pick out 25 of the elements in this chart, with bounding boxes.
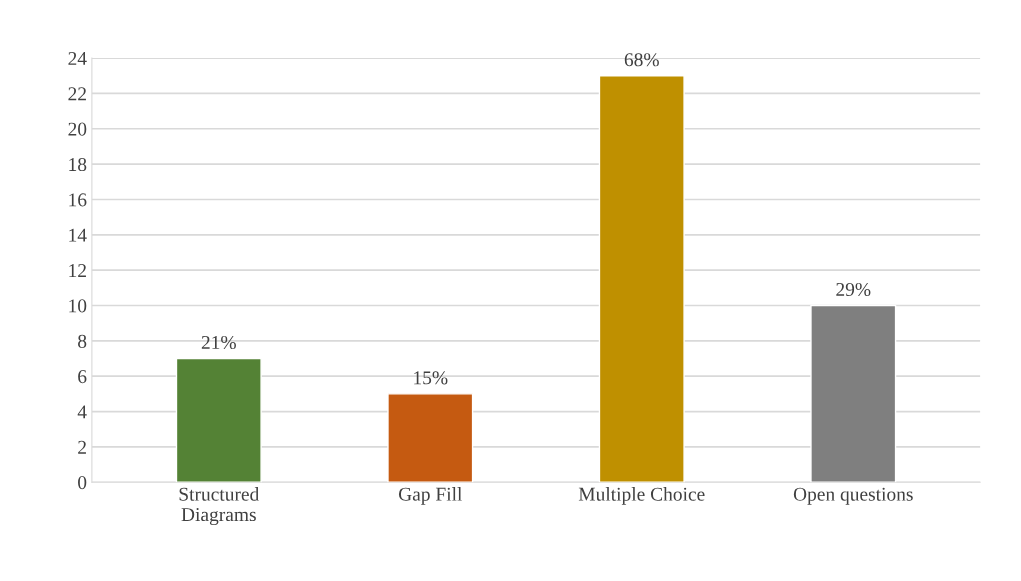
annotation: 21%: [201, 335, 236, 350]
bar: [387, 393, 474, 483]
x-tick-label: Open questions: [793, 487, 913, 505]
y-tick-label: 6: [78, 370, 87, 384]
y-tick-label: 18: [69, 157, 87, 172]
y-tick-label: 8: [78, 334, 87, 348]
y-tick-label: 24: [68, 51, 87, 65]
x-tick-label: Structured Diagrams: [179, 487, 260, 526]
y-tick-label: 20: [68, 122, 87, 136]
y-tick-label: 22: [68, 87, 86, 101]
bar: [175, 357, 262, 483]
y-tick-label: 10: [69, 299, 87, 313]
x-tick-label: Gap Fill: [398, 487, 463, 505]
annotation: 15%: [414, 371, 448, 385]
y-tick-label: 2: [78, 440, 86, 454]
y-tick-label: 0: [78, 476, 87, 490]
y-tick-label: 16: [69, 193, 87, 207]
annotation: 29%: [836, 282, 871, 297]
annotation: 68%: [624, 53, 659, 67]
y-tick-label: 12: [69, 264, 86, 277]
y-tick-label: 14: [69, 228, 87, 242]
x-tick-label: Multiple Choice: [578, 487, 705, 505]
bar: [598, 75, 685, 483]
bar: [810, 304, 897, 483]
y-tick-label: 4: [77, 405, 87, 419]
